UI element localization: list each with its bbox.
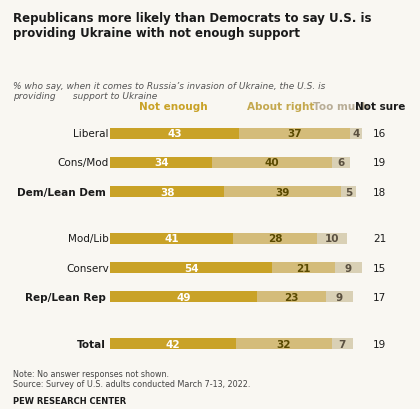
Text: 6: 6 [337, 158, 344, 168]
Text: 4: 4 [352, 129, 360, 139]
Text: 40: 40 [265, 158, 279, 168]
Bar [326, 292, 353, 303]
Text: Cons/Mod: Cons/Mod [58, 158, 109, 168]
Bar [332, 338, 353, 349]
Bar [341, 187, 356, 198]
Text: 9: 9 [345, 263, 352, 273]
Bar [239, 128, 350, 139]
Bar [110, 157, 212, 169]
Text: 41: 41 [164, 234, 179, 244]
Text: Not enough: Not enough [139, 102, 207, 112]
Bar [110, 263, 272, 274]
Text: 9: 9 [336, 292, 343, 302]
Bar [332, 157, 350, 169]
Text: 19: 19 [373, 339, 386, 349]
Text: 38: 38 [160, 187, 174, 197]
Text: 17: 17 [373, 292, 386, 302]
Text: 39: 39 [275, 187, 290, 197]
Bar [110, 187, 224, 198]
Bar [233, 234, 317, 245]
Bar [257, 292, 326, 303]
Text: Republicans more likely than Democrats to say U.S. is
providing Ukraine with not: Republicans more likely than Democrats t… [13, 12, 371, 40]
Text: 28: 28 [268, 234, 282, 244]
Text: Note: No answer responses not shown.
Source: Survey of U.S. adults conducted Mar: Note: No answer responses not shown. Sou… [13, 369, 250, 389]
Text: 23: 23 [284, 292, 299, 302]
Text: 43: 43 [167, 129, 182, 139]
Text: 7: 7 [339, 339, 346, 349]
Bar [212, 157, 332, 169]
Text: Dem/Lean Dem: Dem/Lean Dem [17, 187, 106, 197]
Text: Rep/Lean Rep: Rep/Lean Rep [25, 292, 106, 302]
Bar [236, 338, 332, 349]
Bar [272, 263, 335, 274]
Bar [110, 234, 233, 245]
Text: 42: 42 [166, 339, 181, 349]
Text: 18: 18 [373, 187, 386, 197]
Text: Liberal: Liberal [73, 129, 109, 139]
Bar [110, 292, 257, 303]
Text: 15: 15 [373, 263, 386, 273]
Bar [335, 263, 362, 274]
Text: 5: 5 [345, 187, 352, 197]
Text: Mod/Lib: Mod/Lib [68, 234, 109, 244]
Text: 54: 54 [184, 263, 198, 273]
Text: % who say, when it comes to Russia’s invasion of Ukraine, the U.S. is
providing : % who say, when it comes to Russia’s inv… [13, 82, 325, 101]
Text: 37: 37 [287, 129, 302, 139]
Text: About right: About right [247, 102, 315, 112]
Text: Total: Total [77, 339, 106, 349]
Text: 10: 10 [325, 234, 339, 244]
Text: Conserv: Conserv [66, 263, 109, 273]
Bar [350, 128, 362, 139]
Text: Not sure: Not sure [354, 102, 405, 112]
Text: 21: 21 [296, 263, 311, 273]
Text: PEW RESEARCH CENTER: PEW RESEARCH CENTER [13, 396, 126, 405]
Bar [224, 187, 341, 198]
Text: 49: 49 [176, 292, 191, 302]
Text: 19: 19 [373, 158, 386, 168]
Bar [110, 128, 239, 139]
Bar [110, 338, 236, 349]
Text: 32: 32 [277, 339, 291, 349]
Text: 34: 34 [154, 158, 168, 168]
Text: 16: 16 [373, 129, 386, 139]
Bar [317, 234, 347, 245]
Text: 21: 21 [373, 234, 386, 244]
Text: Too much: Too much [313, 102, 369, 112]
